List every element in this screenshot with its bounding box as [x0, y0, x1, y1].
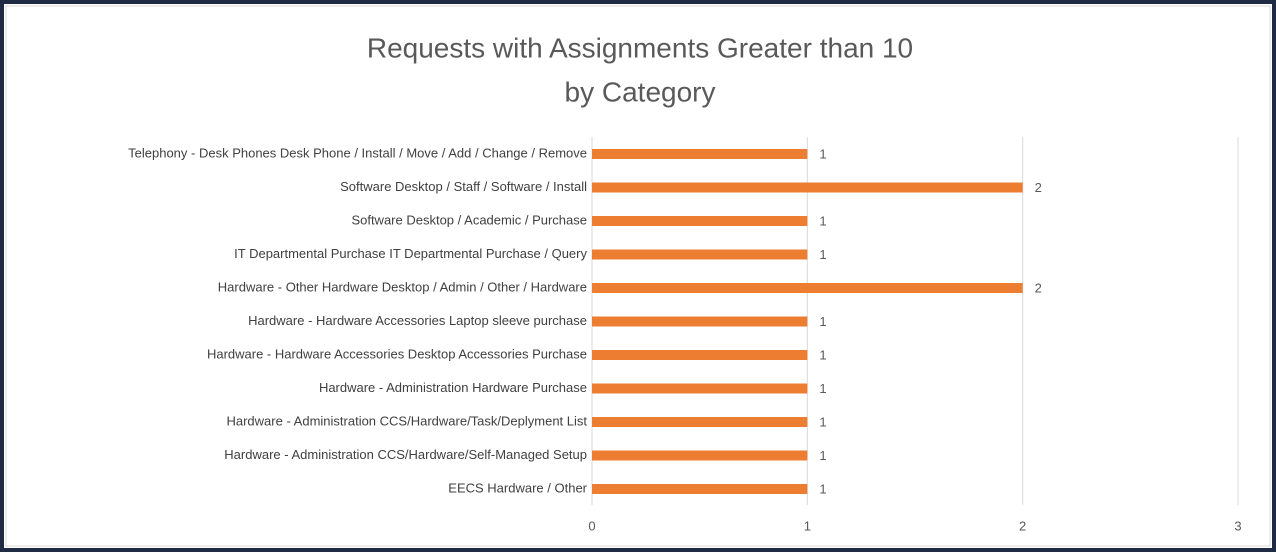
bar [592, 316, 808, 327]
x-tick-label: 3 [1234, 518, 1241, 533]
y-tick-label: Telephony - Desk Phones Desk Phone / Ins… [128, 145, 587, 160]
y-tick-label: Hardware - Administration Hardware Purch… [319, 380, 587, 395]
y-tick-label: Hardware - Administration CCS/Hardware/T… [226, 413, 587, 428]
y-tick-label: Hardware - Hardware Accessories Desktop … [207, 346, 587, 361]
bar [592, 216, 808, 226]
bar [592, 383, 808, 394]
chart-inner-frame [5, 5, 1271, 547]
data-label: 1 [819, 213, 826, 228]
bar [592, 417, 808, 427]
data-label: 1 [819, 247, 826, 262]
data-label: 1 [819, 146, 826, 161]
x-tick-label: 1 [804, 518, 811, 533]
bar [592, 350, 808, 360]
y-tick-label: Hardware - Administration CCS/Hardware/S… [224, 447, 587, 462]
bar [592, 484, 808, 494]
bar [592, 149, 808, 159]
bar [592, 450, 808, 461]
data-label: 1 [819, 347, 826, 362]
y-tick-label: Software Desktop / Staff / Software / In… [340, 179, 587, 194]
y-tick-label: IT Departmental Purchase IT Departmental… [234, 246, 587, 261]
y-tick-label: Hardware - Other Hardware Desktop / Admi… [218, 279, 587, 294]
data-label: 1 [819, 314, 826, 329]
x-tick-label: 2 [1019, 518, 1026, 533]
y-tick-label: EECS Hardware / Other [448, 480, 587, 495]
data-label: 2 [1035, 280, 1042, 295]
x-tick-label: 0 [588, 518, 595, 533]
data-label: 1 [819, 448, 826, 463]
bar [592, 283, 1023, 293]
chart-title: Requests with Assignments Greater than 1… [367, 32, 913, 63]
data-label: 1 [819, 414, 826, 429]
data-label: 1 [819, 381, 826, 396]
y-tick-label: Hardware - Hardware Accessories Laptop s… [248, 313, 587, 328]
chart-title: by Category [565, 76, 716, 107]
data-label: 2 [1035, 180, 1042, 195]
bar [592, 249, 808, 260]
y-tick-label: Software Desktop / Academic / Purchase [351, 212, 587, 227]
bar [592, 182, 1023, 193]
data-label: 1 [819, 481, 826, 496]
